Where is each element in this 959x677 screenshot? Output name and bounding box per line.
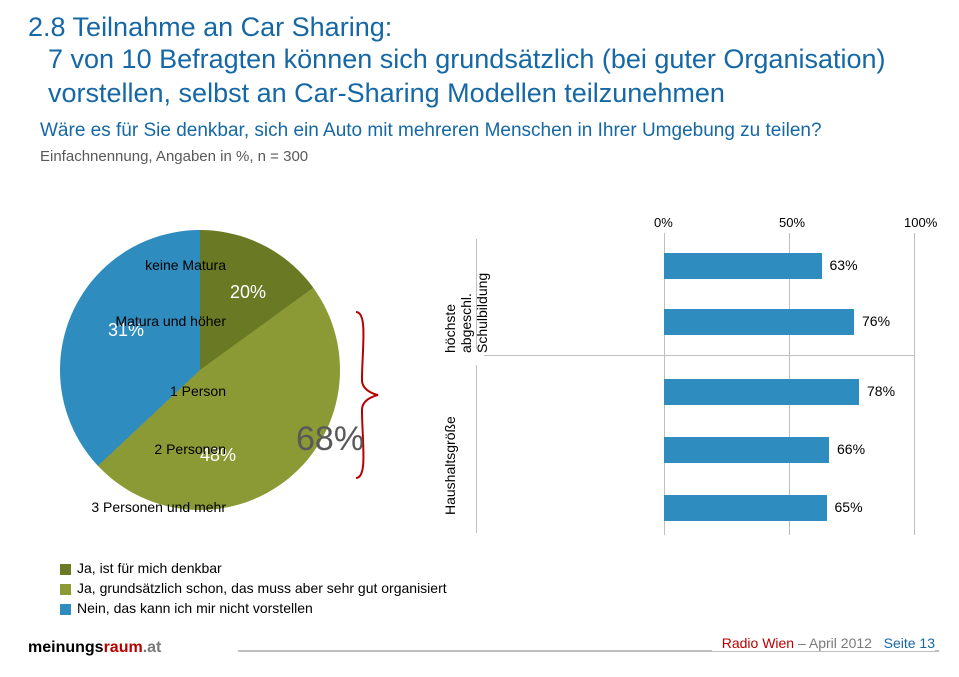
legend: Ja, ist für mich denkbar Ja, grundsätzli… <box>60 556 447 620</box>
logo-part: raum <box>104 639 143 656</box>
legend-label: Ja, grundsätzlich schon, das muss aber s… <box>77 580 447 596</box>
footer: meinungsraum.at Radio Wien – April 2012 … <box>28 639 939 669</box>
x-tick-2: 100% <box>904 215 937 230</box>
footer-date: April 2012 <box>809 635 872 651</box>
bar-label: 3 Personen und mehr <box>56 499 226 515</box>
bar-label: Matura und höher <box>56 313 226 329</box>
group-sep <box>476 365 477 533</box>
title-text: 7 von 10 Befragten können sich grundsätz… <box>48 43 928 111</box>
bar <box>664 253 822 279</box>
gridline <box>914 233 915 535</box>
bar <box>664 379 859 405</box>
bar-chart: 0% 50% 100% höchste abgeschl. Schulbildu… <box>430 215 930 545</box>
bar <box>664 437 829 463</box>
page-title-block: 2.8 Teilnahme an Car Sharing: 7 von 10 B… <box>28 12 928 111</box>
logo-part: meinungs <box>28 639 104 656</box>
legend-swatch <box>60 584 71 595</box>
bar-value: 63% <box>830 257 858 273</box>
bar-label: keine Matura <box>56 257 226 273</box>
footer-text: Radio Wien – April 2012 Seite 13 <box>712 635 935 651</box>
group-hsep <box>484 355 914 356</box>
bar-value: 76% <box>862 313 890 329</box>
bar-value: 66% <box>837 441 865 457</box>
footer-sep: – <box>794 635 809 651</box>
pie-sum-label: 68% <box>296 420 364 459</box>
group-sep <box>476 239 477 349</box>
bar-label: 2 Personen <box>56 441 226 457</box>
x-tick-1: 50% <box>779 215 805 230</box>
legend-item: Nein, das kann ich mir nicht vorstellen <box>60 600 447 616</box>
method-note: Einfachnennung, Angaben in %, n = 300 <box>40 148 920 165</box>
legend-swatch <box>60 604 71 615</box>
legend-swatch <box>60 564 71 575</box>
logo: meinungsraum.at <box>28 639 161 656</box>
pie-chart: 20% 48% 31% <box>60 230 360 530</box>
legend-item: Ja, ist für mich denkbar <box>60 560 447 576</box>
group-axis-label-0: höchste abgeschl. Schulbildung <box>442 311 490 353</box>
title-number: 2.8 Teilnahme an Car Sharing: <box>28 12 928 43</box>
bar-value: 78% <box>867 383 895 399</box>
logo-part: .at <box>143 639 162 656</box>
bar-value: 65% <box>835 499 863 515</box>
footer-page-num: 13 <box>919 635 935 651</box>
pie-slice-label-0: 20% <box>230 282 266 303</box>
footer-page-prefix: Seite <box>884 635 920 651</box>
bar <box>664 495 827 521</box>
footer-source: Radio Wien <box>722 635 794 651</box>
bar-label: 1 Person <box>56 383 226 399</box>
group-axis-label-1: Haushaltsgröße <box>442 473 458 515</box>
legend-item: Ja, grundsätzlich schon, das muss aber s… <box>60 580 447 596</box>
survey-question: Wäre es für Sie denkbar, sich ein Auto m… <box>40 120 920 142</box>
x-tick-0: 0% <box>654 215 673 230</box>
legend-label: Nein, das kann ich mir nicht vorstellen <box>77 600 313 616</box>
legend-label: Ja, ist für mich denkbar <box>77 560 222 576</box>
bar <box>664 309 854 335</box>
